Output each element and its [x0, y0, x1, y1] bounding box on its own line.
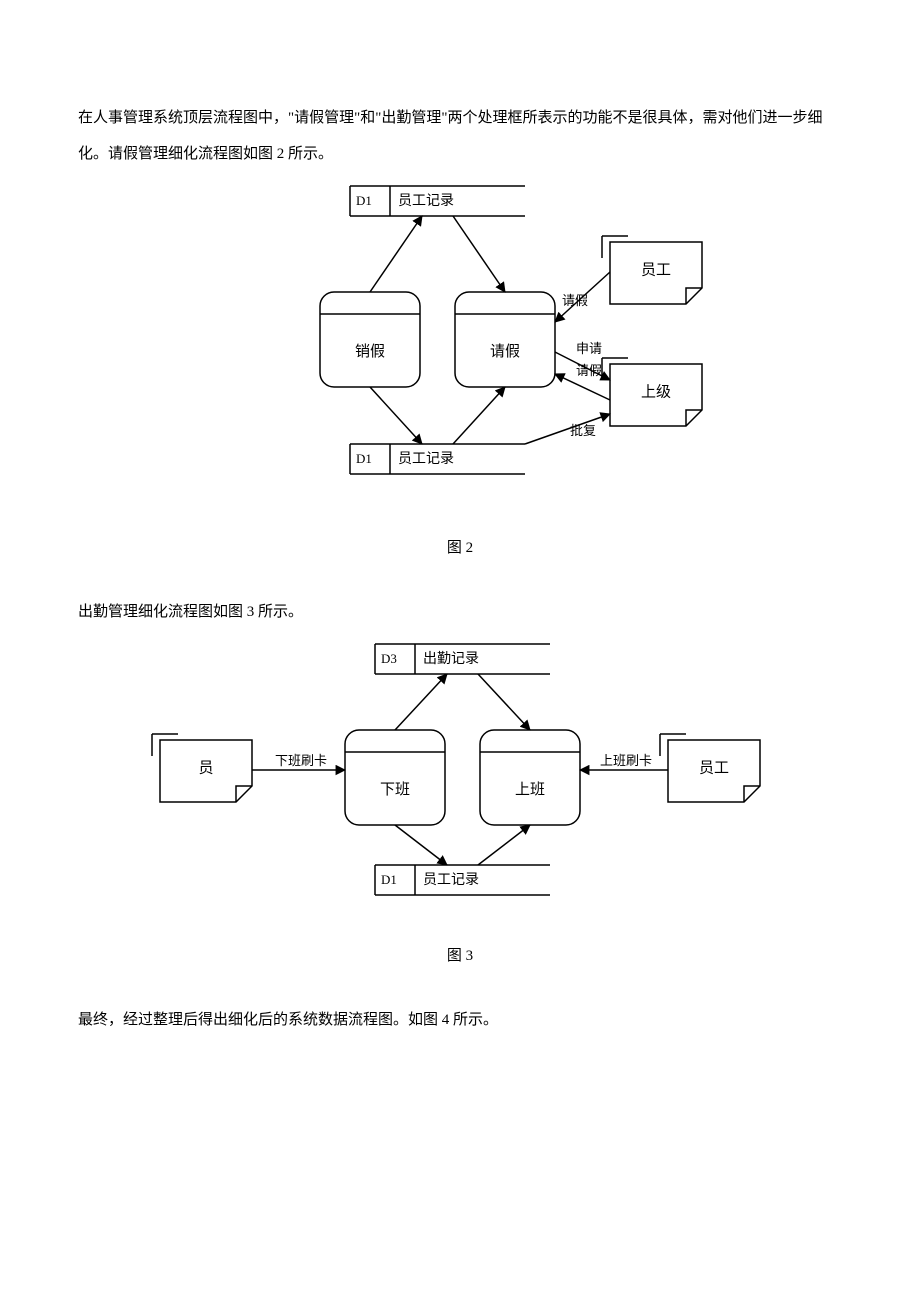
- svg-text:请假: 请假: [490, 343, 520, 360]
- svg-text:申请: 申请: [576, 341, 602, 356]
- paragraph-2: 出勤管理细化流程图如图 3 所示。: [78, 594, 842, 630]
- svg-text:请假: 请假: [576, 363, 602, 378]
- diagram-2-wrap: D1员工记录D1员工记录销假请假员工上级请假申请请假批复: [78, 182, 842, 512]
- svg-text:出勤记录: 出勤记录: [423, 651, 479, 667]
- diagram-3-wrap: D3 出勤记录 D1 员工记录 下班 上班 员 员工 下班刷卡 上班刷卡: [78, 640, 842, 920]
- svg-text:请假: 请假: [562, 293, 588, 308]
- svg-text:员工: 员工: [699, 760, 729, 776]
- svg-text:D1: D1: [381, 872, 397, 887]
- svg-text:批复: 批复: [570, 423, 596, 438]
- svg-text:D3: D3: [381, 651, 397, 666]
- caption-fig2: 图 2: [78, 530, 842, 566]
- svg-text:上级: 上级: [641, 383, 671, 400]
- svg-text:销假: 销假: [355, 343, 385, 360]
- svg-text:D1: D1: [356, 451, 372, 466]
- svg-text:下班刷卡: 下班刷卡: [275, 753, 327, 768]
- svg-text:上班刷卡: 上班刷卡: [600, 753, 652, 768]
- page-container: 在人事管理系统顶层流程图中，"请假管理"和"出勤管理"两个处理框所表示的功能不是…: [0, 0, 920, 1148]
- svg-text:员工记录: 员工记录: [423, 872, 479, 888]
- caption-fig3: 图 3: [78, 938, 842, 974]
- paragraph-1: 在人事管理系统顶层流程图中，"请假管理"和"出勤管理"两个处理框所表示的功能不是…: [78, 100, 842, 172]
- diagram-2: D1员工记录D1员工记录销假请假员工上级请假申请请假批复: [200, 182, 720, 512]
- svg-text:员工记录: 员工记录: [398, 451, 454, 467]
- paragraph-3: 最终，经过整理后得出细化后的系统数据流程图。如图 4 所示。: [78, 1002, 842, 1038]
- svg-text:下班: 下班: [380, 781, 410, 798]
- svg-text:员工记录: 员工记录: [398, 193, 454, 209]
- svg-text:员: 员: [198, 760, 213, 776]
- diagram-3: D3 出勤记录 D1 员工记录 下班 上班 员 员工 下班刷卡 上班刷卡: [150, 640, 770, 920]
- svg-text:员工: 员工: [641, 262, 671, 278]
- svg-text:上班: 上班: [515, 781, 545, 798]
- svg-text:D1: D1: [356, 193, 372, 208]
